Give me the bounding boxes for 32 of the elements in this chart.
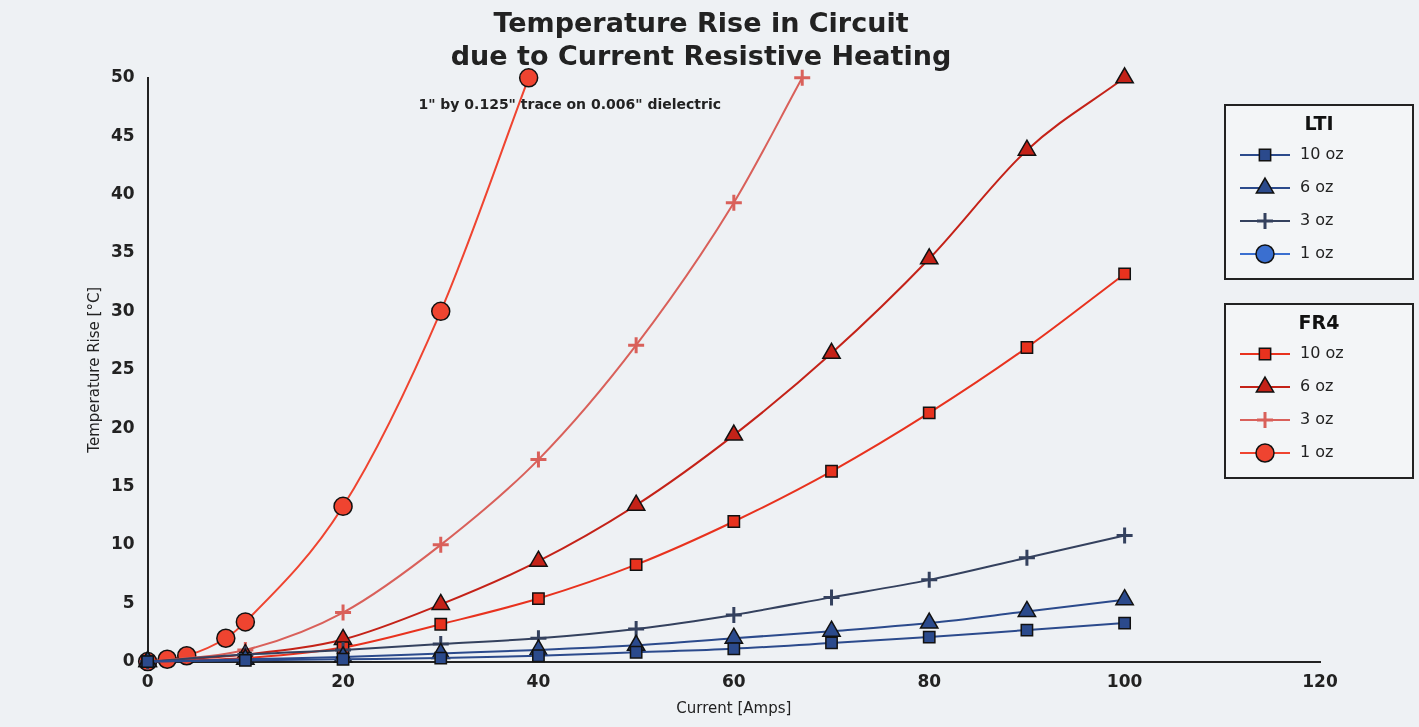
x-tick-label: 80 xyxy=(917,671,942,692)
x-tick-label: 20 xyxy=(331,671,356,692)
legend-label: 10 oz xyxy=(1300,343,1344,363)
x-tick-label: 120 xyxy=(1302,671,1338,692)
y-tick-label: 30 xyxy=(110,299,135,320)
y-tick-label: 10 xyxy=(110,533,135,554)
legend-label: 6 oz xyxy=(1300,177,1334,197)
x-tick-label: 0 xyxy=(141,671,154,692)
x-axis-title: Current [Amps] xyxy=(676,698,792,717)
y-tick-label: 45 xyxy=(110,124,135,145)
legend-label: 10 oz xyxy=(1300,144,1344,164)
legend-label: 1 oz xyxy=(1300,243,1334,263)
x-tick-label: 100 xyxy=(1106,671,1143,692)
y-axis-title: Temperature Rise [°C] xyxy=(84,286,103,454)
y-tick-label: 15 xyxy=(110,474,135,495)
y-tick-label: 50 xyxy=(110,66,135,87)
y-tick-label: 35 xyxy=(110,241,135,262)
legend-label: 6 oz xyxy=(1300,376,1334,396)
legend-label: 3 oz xyxy=(1300,409,1334,429)
y-tick-label: 20 xyxy=(110,416,135,437)
text: FR4 xyxy=(1298,310,1340,333)
legend-label: 1 oz xyxy=(1300,442,1334,462)
text: LTI xyxy=(1304,111,1334,134)
x-tick-label: 40 xyxy=(526,671,551,692)
x-tick-label: 60 xyxy=(721,671,746,692)
y-tick-label: 40 xyxy=(110,182,135,203)
text: 1" by 0.125" trace on 0.006" dielectric xyxy=(418,96,722,113)
y-tick-label: 25 xyxy=(110,358,135,379)
legend-label: 3 oz xyxy=(1300,210,1334,230)
y-tick-label: 5 xyxy=(122,591,135,612)
chart-title: Temperature Rise in Circuit due to Current Resistive Heating xyxy=(450,7,952,71)
y-tick-label: 0 xyxy=(122,650,135,671)
